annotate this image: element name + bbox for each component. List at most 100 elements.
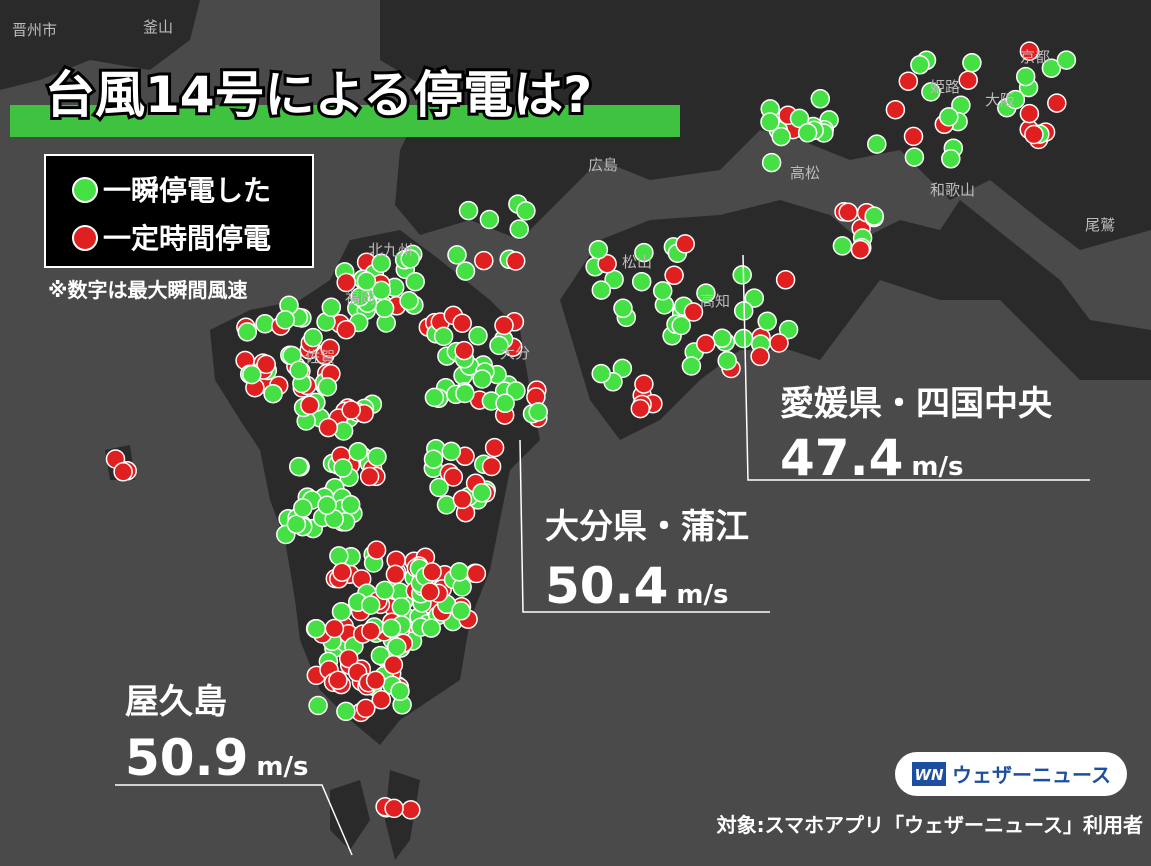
outage-dot [484, 437, 505, 458]
outage-dot [324, 618, 345, 639]
outage-dot [348, 441, 368, 462]
outage-dot [458, 200, 479, 221]
outage-dot [263, 383, 283, 404]
outage-dot [761, 152, 782, 173]
outage-dot [664, 265, 684, 286]
callout-lines [115, 254, 1090, 856]
outage-dot [481, 456, 502, 477]
outage-dot [289, 360, 309, 380]
legend-swatch [72, 177, 98, 203]
outage-dot [591, 280, 612, 300]
outage-dot [256, 354, 276, 375]
callout-speed: 47.4 m/s [780, 429, 963, 487]
outage-dot [903, 126, 924, 147]
outage-dot [328, 670, 348, 690]
note: ※数字は最大瞬間風速 [48, 278, 247, 302]
outage-dot [910, 55, 930, 75]
outage-dot [495, 393, 515, 414]
outage-dot [864, 206, 884, 226]
outage-dot [472, 483, 492, 503]
outage-dot [810, 89, 831, 109]
outage-dot [797, 123, 818, 143]
outage-dot [356, 698, 376, 719]
outage-dot [1005, 89, 1026, 110]
outage-dot [423, 449, 444, 469]
outage-dot [775, 270, 796, 290]
outage-dot [371, 690, 392, 710]
place-label: 釜山 [143, 18, 173, 36]
outage-dot [494, 315, 514, 336]
title-bar [10, 105, 680, 137]
outage-dot [360, 595, 381, 615]
outage-dot [455, 261, 476, 281]
outage-dot [1019, 41, 1040, 61]
place-label: 広島 [588, 156, 618, 174]
outage-dot [286, 514, 307, 534]
outage-dot [293, 498, 313, 518]
outage-dot [506, 381, 526, 401]
outage-dot [366, 540, 387, 560]
outage-dot [321, 297, 342, 318]
outage-dot [717, 350, 737, 371]
place-label: 大阪 [985, 91, 1015, 109]
place-label: 北九州 [368, 241, 413, 259]
outage-dot [384, 798, 404, 819]
outage-dot [941, 149, 961, 169]
outage-dot [696, 334, 716, 354]
outage-dot [317, 377, 338, 397]
title: 台風14号による停電は? [45, 66, 592, 124]
outage-dot [921, 82, 941, 102]
outage-dot [391, 597, 412, 617]
outage-dot [336, 319, 356, 340]
legend-label: 一定時間停電 [103, 222, 271, 255]
outage-dot [451, 601, 471, 621]
outage-dot [634, 374, 654, 394]
outage-dot [516, 201, 536, 221]
outage-dot [331, 601, 352, 622]
place-label: 松山 [622, 253, 652, 271]
outage-dot [371, 253, 391, 273]
outage-dot [429, 477, 449, 498]
outage-dot [489, 335, 509, 356]
legend-swatch [72, 225, 98, 251]
outage-dot [401, 800, 421, 820]
logo-mark-bg [912, 762, 946, 786]
logo-box [895, 752, 1127, 796]
outage-dot [385, 564, 406, 585]
outage-dot [466, 563, 487, 584]
place-label: 佐賀 [305, 348, 335, 366]
footer: 対象:スマホアプリ「ウェザーニュース」利用者 [716, 813, 1143, 837]
callout-speed: 50.4 m/s [545, 557, 728, 615]
outage-dot [958, 70, 978, 90]
logo-name: ウェザーニュース [952, 763, 1111, 787]
outage-dot [421, 618, 441, 638]
outage-dot [420, 582, 440, 602]
outage-dot [588, 239, 609, 260]
outage-dot [356, 271, 377, 292]
outage-dot [365, 670, 386, 691]
outage-dot [405, 271, 425, 292]
unit: m/s [256, 752, 308, 782]
outage-dot [452, 489, 473, 510]
outage-dot [1047, 93, 1067, 113]
outage-dot [744, 288, 765, 308]
outage-dot [237, 322, 258, 342]
outage-dot [275, 310, 295, 330]
speed: 50.9 [125, 729, 248, 787]
outage-dot [361, 621, 381, 641]
outage-dot [733, 328, 754, 349]
callout-place: 屋久島 [125, 682, 227, 722]
place-label: 和歌山 [930, 181, 975, 199]
outage-dot [371, 280, 392, 301]
outage-dot [390, 681, 410, 702]
outage-dot [939, 107, 959, 127]
outage-dot [732, 265, 752, 285]
outage-dot [468, 326, 488, 346]
outage-dot [509, 219, 529, 239]
unit: m/s [676, 580, 728, 610]
outage-dot [885, 99, 906, 120]
legend-label: 一瞬停電した [103, 174, 271, 207]
place-label: 高松 [790, 164, 820, 182]
outage-dot [336, 272, 356, 293]
outage-dot [433, 326, 454, 347]
